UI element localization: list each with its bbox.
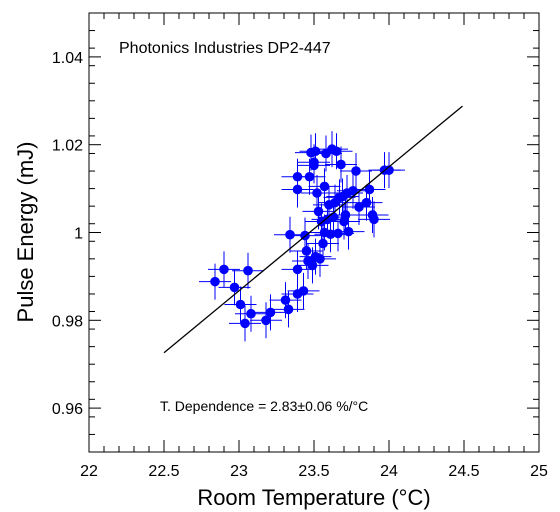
data-point xyxy=(219,264,229,275)
x-tick-label: 24.5 xyxy=(448,463,479,480)
x-tick-label: 22.5 xyxy=(148,463,179,480)
data-point xyxy=(265,307,276,318)
data-point xyxy=(298,286,309,296)
data-point xyxy=(301,246,312,256)
data-point xyxy=(312,188,322,198)
data-point xyxy=(351,166,361,176)
data-point xyxy=(325,229,336,240)
y-axis-title: Pulse Energy (mJ) xyxy=(13,142,38,323)
data-point xyxy=(315,254,325,264)
data-point xyxy=(364,184,375,195)
data-point xyxy=(354,202,364,212)
data-point xyxy=(240,318,250,329)
data-point xyxy=(328,212,339,222)
data-point xyxy=(280,295,291,305)
y-tick-label: 1 xyxy=(74,226,83,243)
data-point xyxy=(348,185,358,196)
x-tick-label: 24 xyxy=(380,463,398,480)
data-point xyxy=(292,264,303,275)
data-point xyxy=(319,181,330,192)
x-tick-label: 23 xyxy=(230,463,248,480)
data-point xyxy=(292,184,303,195)
data-point xyxy=(304,171,315,182)
data-point xyxy=(309,157,319,168)
y-tick-label: 0.96 xyxy=(52,401,83,418)
x-axis-title: Room Temperature (°C) xyxy=(197,485,430,510)
chart-title: Photonics Industries DP2-447 xyxy=(119,40,331,57)
data-point xyxy=(229,282,240,293)
temperature-dependence-annotation: T. Dependence = 2.83±0.06 %/°C xyxy=(160,398,368,414)
data-point xyxy=(261,315,271,326)
data-point xyxy=(384,165,394,175)
data-point xyxy=(243,265,253,276)
data-point xyxy=(336,159,346,170)
data-point xyxy=(343,226,354,237)
x-tick-label: 22 xyxy=(80,463,98,480)
data-point xyxy=(340,210,351,220)
data-point xyxy=(235,299,246,310)
data-point xyxy=(310,146,321,157)
data-point xyxy=(210,276,220,287)
data-point xyxy=(283,304,294,315)
fit-line xyxy=(163,105,463,354)
data-point xyxy=(285,229,295,240)
data-point xyxy=(333,228,343,239)
axis-ticks xyxy=(88,12,540,453)
y-tick-label: 1.02 xyxy=(52,138,83,155)
data-points xyxy=(210,144,394,329)
data-point xyxy=(361,197,372,208)
data-point xyxy=(313,206,324,217)
y-tick-label: 1.04 xyxy=(52,50,83,67)
x-tick-label: 23.5 xyxy=(298,463,329,480)
x-tick-label: 25 xyxy=(530,463,548,480)
y-tick-label: 0.98 xyxy=(52,313,83,330)
tick-labels: 22 22.5 23 23.5 24 24.5 25 0.96 0.98 1 1.02 1.04 xyxy=(52,50,548,480)
data-point xyxy=(318,238,328,249)
data-point xyxy=(369,214,379,225)
data-point xyxy=(331,146,342,157)
data-point xyxy=(307,260,318,271)
data-point xyxy=(246,308,256,319)
data-point xyxy=(292,171,303,182)
